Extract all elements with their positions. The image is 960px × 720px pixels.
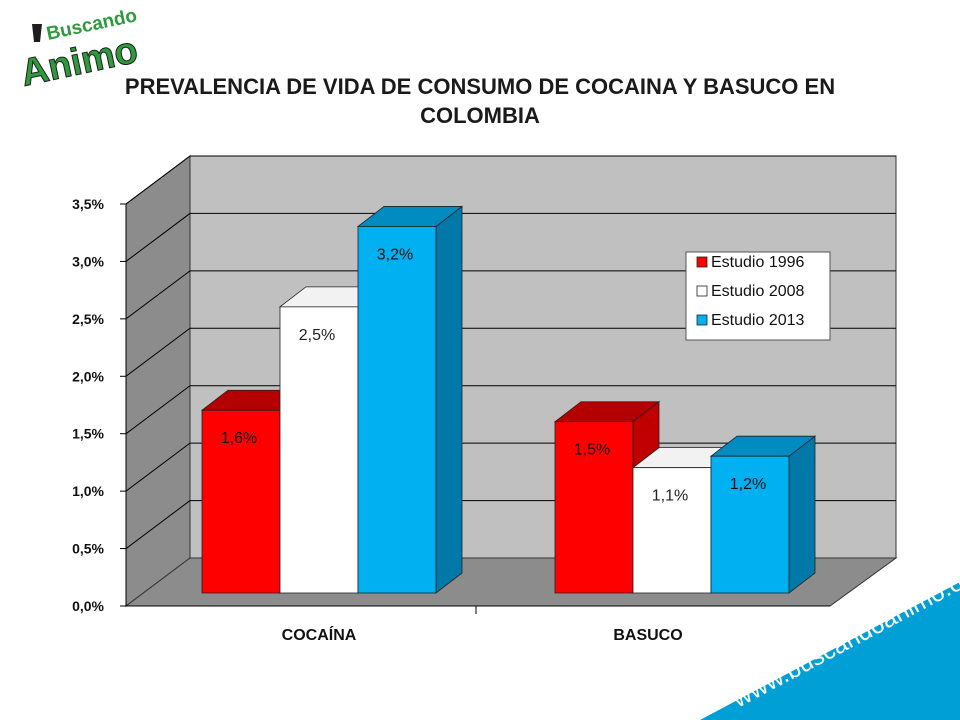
y-tick-label: 2,0% [72, 368, 104, 384]
gridline-side [125, 270, 191, 320]
data-label: 3,2% [377, 246, 413, 263]
bar-basuco-3: 1,2% [709, 435, 817, 594]
gridline-side [125, 385, 191, 435]
gridline-side [125, 213, 191, 262]
legend-label: Estudio 2013 [711, 312, 805, 329]
data-label: 1,6% [221, 430, 257, 447]
gridline-side [125, 442, 191, 492]
legend: Estudio 1996 Estudio 2008 Estudio 2013 [685, 251, 831, 341]
gridline-side [125, 327, 191, 377]
chart-title: PREVALENCIA DE VIDA DE CONSUMO DE COCAIN… [124, 74, 836, 128]
y-tick-label: 3,5% [72, 196, 104, 212]
bar-front [279, 306, 359, 594]
gridline-side [125, 500, 191, 549]
legend-swatch [696, 314, 708, 326]
legend-label: Estudio 2008 [711, 283, 805, 300]
buscando-animo-logo: Buscando Animo [18, 8, 142, 95]
legend-swatch [696, 256, 708, 268]
y-tick-label: 1,5% [72, 426, 104, 442]
data-label: 1,1% [652, 488, 688, 505]
y-tick-label: 2,5% [72, 311, 104, 327]
bar-front [632, 467, 712, 594]
website-band-shape [700, 582, 960, 720]
legend-label: Estudio 1996 [711, 254, 805, 271]
y-tick-label: 1,0% [72, 483, 104, 499]
data-label-bg [721, 470, 775, 497]
data-label-bg [565, 435, 619, 462]
y-tick-label: 0,5% [72, 541, 104, 557]
x-tick-label: COCAÍNA [282, 625, 357, 644]
x-tick-label: BASUCO [613, 627, 682, 644]
data-label: 1,5% [574, 442, 610, 459]
y-tick-label: 0,0% [72, 598, 104, 614]
gridline-side [125, 155, 191, 205]
legend-swatch [696, 285, 708, 297]
data-label: 2,5% [299, 327, 335, 344]
legend-box [685, 251, 831, 341]
y-tick-label: 3,0% [72, 253, 104, 269]
bar-front [357, 226, 437, 594]
data-label-bg [212, 424, 266, 451]
data-label-bg [368, 240, 422, 267]
data-label: 1,2% [730, 476, 766, 493]
bar-cocana-3: 3,2% [356, 205, 464, 594]
logo-quote-mark [32, 24, 42, 42]
